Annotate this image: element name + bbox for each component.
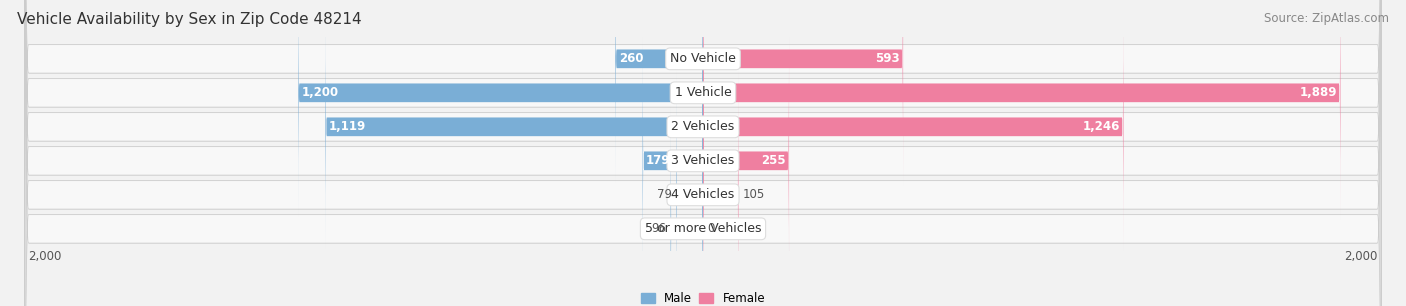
FancyBboxPatch shape [25, 0, 1381, 306]
Text: 260: 260 [619, 52, 643, 65]
FancyBboxPatch shape [703, 34, 789, 287]
Text: 255: 255 [761, 154, 786, 167]
FancyBboxPatch shape [25, 0, 1381, 306]
Text: Vehicle Availability by Sex in Zip Code 48214: Vehicle Availability by Sex in Zip Code … [17, 12, 361, 27]
FancyBboxPatch shape [325, 0, 703, 253]
FancyBboxPatch shape [25, 0, 1381, 306]
Text: 0: 0 [707, 222, 714, 235]
FancyBboxPatch shape [676, 68, 703, 306]
FancyBboxPatch shape [703, 0, 903, 185]
Text: 2,000: 2,000 [28, 250, 62, 263]
FancyBboxPatch shape [25, 0, 1381, 306]
Legend: Male, Female: Male, Female [641, 292, 765, 305]
FancyBboxPatch shape [616, 0, 703, 185]
FancyBboxPatch shape [25, 0, 1381, 306]
Text: 179: 179 [645, 154, 671, 167]
FancyBboxPatch shape [25, 0, 1381, 306]
Text: 105: 105 [742, 188, 765, 201]
Text: 1,889: 1,889 [1299, 86, 1337, 99]
FancyBboxPatch shape [25, 0, 1381, 306]
Text: 5 or more Vehicles: 5 or more Vehicles [645, 222, 761, 235]
FancyBboxPatch shape [298, 0, 703, 219]
FancyBboxPatch shape [25, 0, 1381, 306]
FancyBboxPatch shape [671, 102, 703, 306]
Text: 1 Vehicle: 1 Vehicle [675, 86, 731, 99]
FancyBboxPatch shape [25, 0, 1381, 306]
Text: 96: 96 [651, 222, 666, 235]
Text: 1,119: 1,119 [329, 120, 366, 133]
FancyBboxPatch shape [25, 0, 1381, 306]
FancyBboxPatch shape [25, 0, 1381, 306]
FancyBboxPatch shape [703, 68, 738, 306]
Text: 3 Vehicles: 3 Vehicles [672, 154, 734, 167]
Text: Source: ZipAtlas.com: Source: ZipAtlas.com [1264, 12, 1389, 25]
Text: 593: 593 [875, 52, 900, 65]
Text: 79: 79 [657, 188, 672, 201]
FancyBboxPatch shape [703, 0, 1123, 253]
Text: 4 Vehicles: 4 Vehicles [672, 188, 734, 201]
Text: 1,200: 1,200 [301, 86, 339, 99]
FancyBboxPatch shape [643, 34, 703, 287]
Text: 1,246: 1,246 [1083, 120, 1121, 133]
Text: 2 Vehicles: 2 Vehicles [672, 120, 734, 133]
FancyBboxPatch shape [703, 0, 1340, 219]
Text: 2,000: 2,000 [1344, 250, 1378, 263]
Text: No Vehicle: No Vehicle [671, 52, 735, 65]
FancyBboxPatch shape [25, 0, 1381, 306]
